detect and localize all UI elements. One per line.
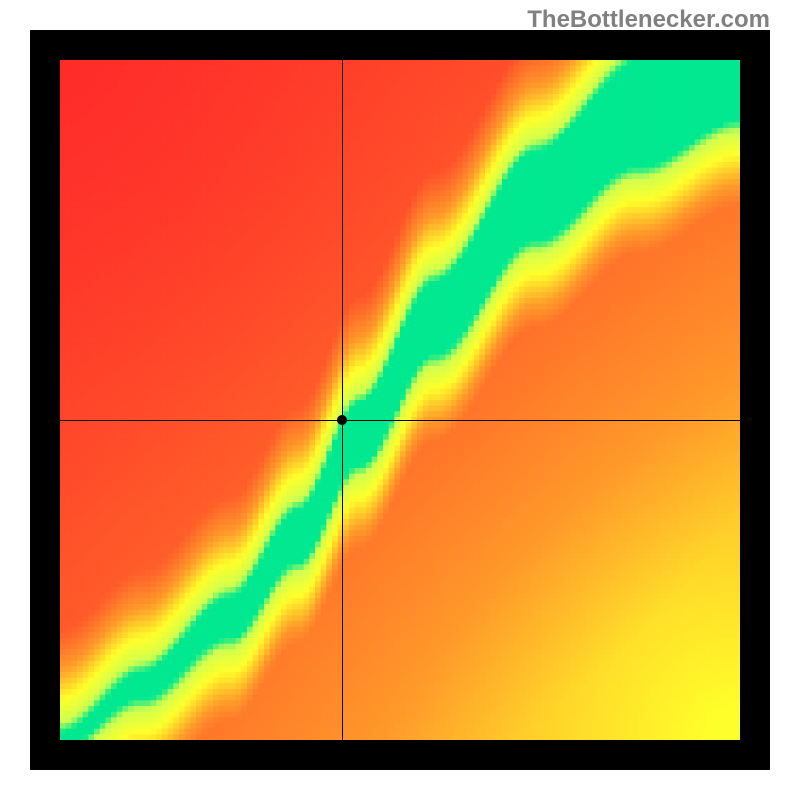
- watermark-text: TheBottlenecker.com: [527, 6, 770, 34]
- root: TheBottlenecker.com: [0, 0, 800, 800]
- heatmap-area: [60, 60, 740, 740]
- chart-outer-frame: [30, 30, 770, 770]
- heatmap-canvas: [60, 60, 740, 740]
- crosshair-dot: [337, 415, 347, 425]
